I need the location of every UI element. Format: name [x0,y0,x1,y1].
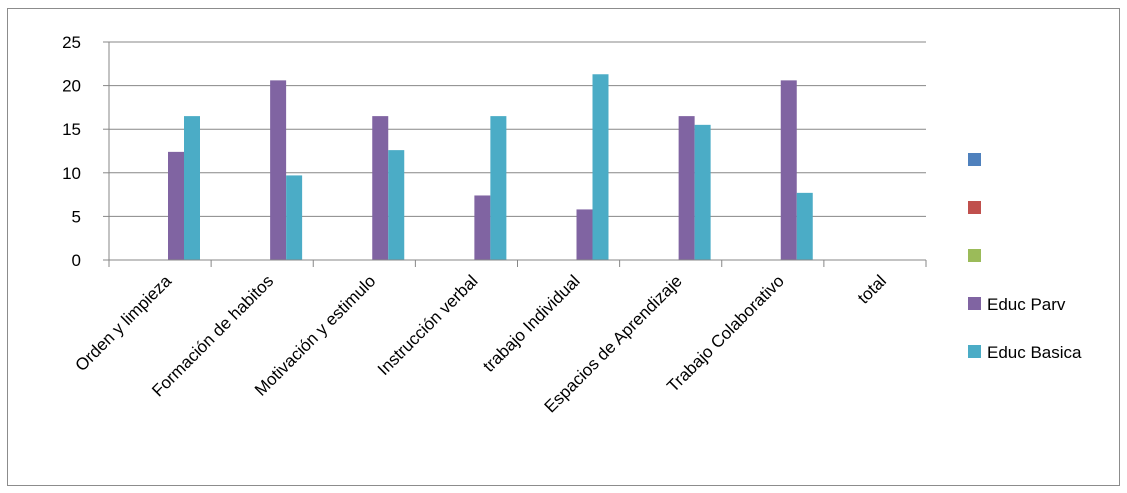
bar [780,80,797,260]
legend: Educ Parv Educ Basica [968,153,1082,362]
category-label: Orden y limpieza [72,271,176,375]
y-tick-label: 0 [72,251,81,270]
bar [576,209,593,260]
y-tick-label: 10 [62,164,81,183]
bar [796,192,813,260]
category-label: total [854,271,890,307]
bar [490,116,507,261]
y-tick-label: 5 [72,207,81,226]
legend-swatch [968,153,981,166]
bars [168,74,813,261]
y-tick-label: 20 [62,77,81,96]
y-tick-label: 15 [62,120,81,139]
legend-swatch [968,249,981,262]
bar [592,74,609,260]
bar [694,124,711,260]
legend-swatch [968,345,981,358]
category-label: Instrucción verbal [374,271,482,379]
legend-swatch [968,297,981,310]
category-label: Trabajo Colaborativo [663,271,788,396]
legend-swatch [968,201,981,214]
bar [388,150,405,260]
category-label: trabajo Individual [479,271,583,375]
bar [184,116,200,261]
bar [372,116,389,261]
bar [286,175,303,260]
legend-label: Educ Basica [987,343,1082,362]
legend-label: Educ Parv [987,295,1066,314]
bar [474,195,491,260]
y-tick-label: 25 [62,33,81,52]
bar [678,116,695,261]
bar [168,151,184,260]
bar [270,80,287,260]
